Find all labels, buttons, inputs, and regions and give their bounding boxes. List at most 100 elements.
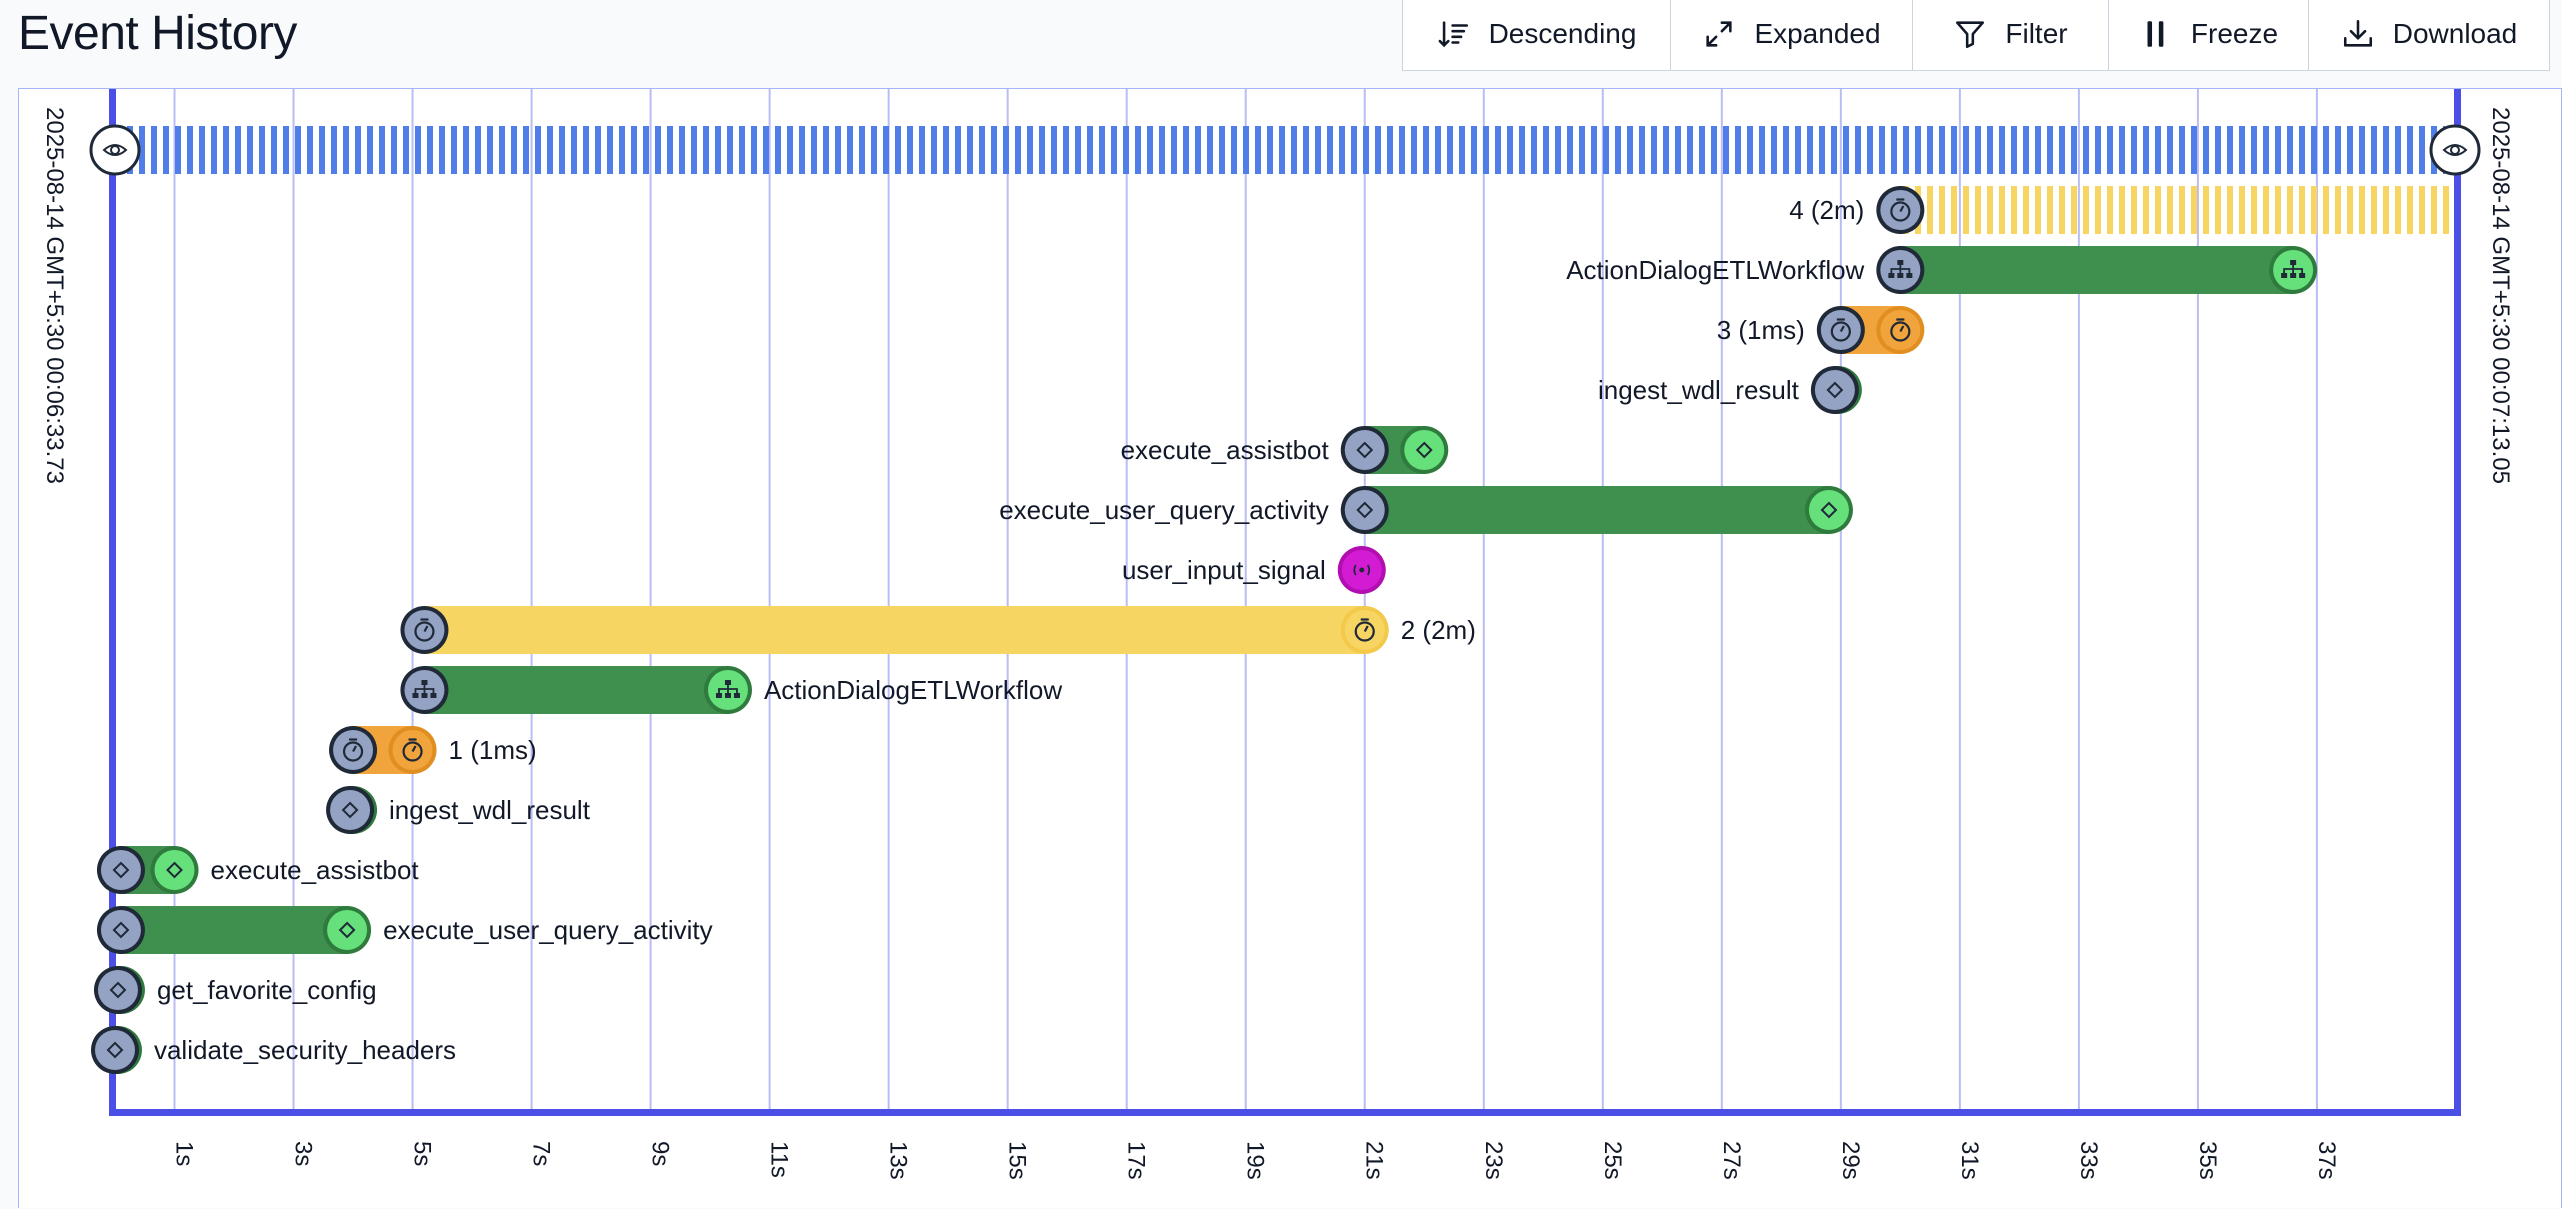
toolbar: Descending Expanded Filter Freeze Downlo… xyxy=(1402,0,2550,71)
download-icon xyxy=(2343,19,2372,47)
event-row-execute-assistbot-1: execute_assistbot xyxy=(96,846,419,894)
event-row-timer-2: 2 (2m) xyxy=(400,606,1476,654)
hierarchy-icon xyxy=(412,680,437,698)
diamond-icon xyxy=(166,861,183,879)
tick-label: 1s xyxy=(171,1141,198,1166)
event-label: ActionDialogETLWorkflow xyxy=(1566,255,1864,285)
event-row-timer-3: 3 (1ms) xyxy=(1717,306,1925,354)
page-title: Event History xyxy=(18,7,297,60)
tick-label: 35s xyxy=(2194,1141,2221,1180)
diamond-icon xyxy=(1820,501,1838,519)
event-label: ActionDialogETLWorkflow xyxy=(764,675,1062,705)
tick-label: 37s xyxy=(2313,1141,2340,1180)
timeline-svg: 1s 3s 5s 7s 9s 11s 13s 15s 17s 19s 21s 23s 25s 27s 29s… xyxy=(41,89,2514,1180)
diamond-icon xyxy=(341,801,359,819)
timer-icon xyxy=(1890,201,1911,222)
event-row-validate-security-headers: validate_security_headers xyxy=(91,1026,456,1074)
hierarchy-icon xyxy=(715,680,740,698)
sort-descending-icon xyxy=(1438,21,1468,48)
tick-label: 3s xyxy=(290,1141,317,1166)
diamond-icon xyxy=(338,921,356,939)
download-button[interactable]: Download xyxy=(2309,0,2549,70)
diamond-icon xyxy=(1356,441,1374,459)
event-row-child-workflow-1: ActionDialogETLWorkflow xyxy=(400,666,1062,714)
event-bar xyxy=(1364,486,1829,534)
event-row-timer-4: 4 (2m) xyxy=(1789,186,2455,234)
frame-right xyxy=(2454,89,2461,1116)
sort-descending-button[interactable]: Descending xyxy=(1403,0,1671,70)
timer-icon xyxy=(1354,621,1375,642)
diamond-icon xyxy=(109,981,127,999)
timer-icon xyxy=(342,741,364,762)
event-label: ingest_wdl_result xyxy=(389,795,591,825)
frame-bottom xyxy=(109,1109,2461,1116)
start-node xyxy=(330,790,371,830)
tick-label: 13s xyxy=(885,1141,912,1180)
tick-label: 31s xyxy=(1956,1141,1983,1180)
event-row-child-workflow-2: ActionDialogETLWorkflow xyxy=(1566,246,2318,294)
event-row-execute-user-query-activity-2: execute_user_query_activity xyxy=(999,486,1853,534)
event-label: execute_assistbot xyxy=(1121,435,1330,465)
timer-icon xyxy=(402,741,423,762)
event-row-execute-assistbot-2: execute_assistbot xyxy=(1121,426,1449,474)
tick-label: 25s xyxy=(1599,1141,1626,1180)
event-label: user_input_signal xyxy=(1122,555,1326,585)
freeze-button[interactable]: Freeze xyxy=(2109,0,2309,70)
event-row-ingest-wdl-result-1: ingest_wdl_result xyxy=(326,786,591,834)
start-node xyxy=(1814,370,1855,410)
tick-label: 19s xyxy=(1242,1141,1269,1180)
diamond-icon xyxy=(112,921,130,939)
event-row-execute-user-query-activity-1: execute_user_query_activity xyxy=(96,906,713,954)
start-node xyxy=(95,1030,135,1070)
hierarchy-icon xyxy=(1888,260,1913,278)
timer-icon xyxy=(1890,321,1911,342)
start-node xyxy=(1344,490,1385,530)
end-node xyxy=(154,850,195,890)
tick-label: 9s xyxy=(647,1141,674,1166)
filter-label: Filter xyxy=(2005,18,2068,49)
tick-label: 5s xyxy=(409,1141,436,1166)
signal-icon xyxy=(1359,567,1365,573)
workflow-start-node xyxy=(89,124,141,176)
timer-icon xyxy=(414,621,435,642)
start-node xyxy=(1344,430,1385,470)
workflow-end-node xyxy=(2429,124,2481,176)
diamond-icon xyxy=(112,861,130,879)
tick-label: 17s xyxy=(1123,1141,1150,1180)
event-row-user-input-signal: user_input_signal xyxy=(1122,546,1386,594)
diamond-icon xyxy=(1415,441,1433,459)
start-node xyxy=(100,850,141,890)
timer-icon xyxy=(1830,321,1851,342)
pause-icon xyxy=(2147,21,2164,47)
workflow-bar xyxy=(125,126,2445,174)
event-bar xyxy=(424,606,1365,654)
event-label: validate_security_headers xyxy=(154,1035,456,1065)
hierarchy-icon xyxy=(2281,260,2306,278)
pending-timer-bar xyxy=(1900,186,2455,234)
event-label: get_favorite_config xyxy=(157,975,377,1005)
diamond-icon xyxy=(1356,501,1374,519)
tick-label: 33s xyxy=(2075,1141,2102,1180)
end-node xyxy=(1808,490,1849,530)
event-row-timer-1: 1 (1ms) xyxy=(329,726,537,774)
start-node xyxy=(100,910,141,950)
start-timestamp: 2025-08-14 GMT+5:30 00:06:33.73 xyxy=(41,107,68,484)
tick-label: 23s xyxy=(1480,1141,1507,1180)
tick-label: 7s xyxy=(528,1141,555,1166)
start-node xyxy=(97,970,138,1010)
tick-label: 21s xyxy=(1361,1141,1388,1180)
freeze-label: Freeze xyxy=(2190,18,2279,49)
expanded-button[interactable]: Expanded xyxy=(1671,0,1913,70)
tick-label: 11s xyxy=(766,1141,793,1178)
expanded-label: Expanded xyxy=(1754,18,1881,49)
event-label: 4 (2m) xyxy=(1789,195,1864,225)
sort-descending-label: Descending xyxy=(1488,18,1637,49)
filter-button[interactable]: Filter xyxy=(1913,0,2109,70)
eye-icon xyxy=(102,144,128,156)
event-label: 1 (1ms) xyxy=(449,735,537,765)
end-node xyxy=(327,910,368,950)
end-node xyxy=(1404,430,1445,470)
event-label: ingest_wdl_result xyxy=(1598,375,1800,405)
tick-label: 15s xyxy=(1004,1141,1031,1180)
frame-left xyxy=(109,89,116,1116)
